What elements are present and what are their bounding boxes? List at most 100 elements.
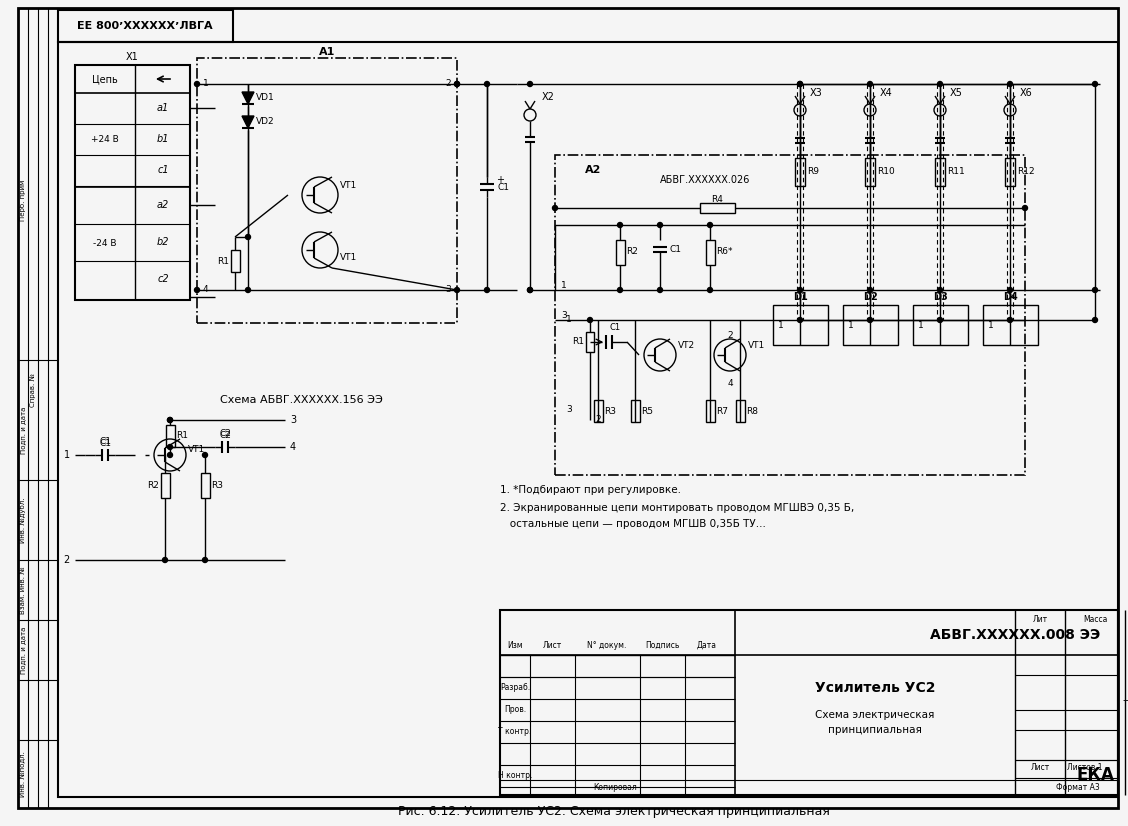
Text: 1: 1 (848, 320, 854, 330)
Bar (197, 58, 457, 323)
Text: 2: 2 (728, 330, 733, 339)
Text: R2: R2 (626, 248, 637, 257)
Circle shape (1093, 317, 1098, 322)
Text: Справ. №: Справ. № (29, 373, 36, 407)
Text: Подп. и дата: Подп. и дата (20, 406, 26, 453)
Bar (500, 610, 1118, 795)
Circle shape (553, 206, 557, 211)
Circle shape (588, 317, 592, 322)
Text: C1: C1 (497, 183, 509, 192)
Text: АБВГ.XXXXXX.026: АБВГ.XXXXXX.026 (660, 175, 750, 185)
Text: C1: C1 (99, 436, 111, 445)
Text: Лист: Лист (543, 640, 562, 649)
Text: VT1: VT1 (340, 254, 358, 263)
Text: c1: c1 (157, 165, 169, 175)
Text: 1: 1 (988, 320, 994, 330)
Text: Изм: Изм (508, 640, 522, 649)
Text: Лит: Лит (1032, 615, 1048, 624)
Text: Листов 1: Листов 1 (1067, 763, 1103, 772)
Text: 3: 3 (561, 311, 566, 320)
Text: X2: X2 (541, 92, 555, 102)
Circle shape (246, 235, 250, 240)
Bar (935, 158, 945, 186)
Text: ЕКА: ЕКА (1076, 766, 1114, 784)
Text: 1. *Подбирают при регулировке.: 1. *Подбирают при регулировке. (500, 485, 681, 495)
Bar (982, 305, 1038, 345)
Text: R2: R2 (147, 481, 159, 490)
Text: R8: R8 (746, 406, 758, 415)
Circle shape (867, 287, 872, 292)
Bar (58, 10, 233, 42)
Text: 1: 1 (64, 450, 70, 460)
Text: R1: R1 (572, 338, 584, 346)
Text: VT2: VT2 (678, 340, 695, 349)
Text: 2. Экранированные цепи монтировать проводом МГШВЭ 0,35 Б,: 2. Экранированные цепи монтировать прово… (500, 503, 854, 513)
Bar (631, 400, 640, 422)
Circle shape (167, 453, 173, 458)
Text: Т контр.: Т контр. (499, 728, 531, 737)
Text: 1: 1 (203, 79, 209, 88)
Circle shape (707, 222, 713, 227)
Circle shape (167, 444, 173, 449)
Text: VD2: VD2 (256, 117, 274, 126)
Text: R5: R5 (641, 406, 653, 415)
Text: Цепь: Цепь (92, 74, 117, 84)
Bar (795, 158, 805, 186)
Text: R3: R3 (211, 481, 223, 490)
Circle shape (455, 82, 459, 87)
Bar (74, 65, 190, 300)
Text: R1: R1 (217, 257, 229, 265)
Text: D4: D4 (1003, 292, 1017, 302)
Text: Разраб.: Разраб. (500, 683, 530, 692)
Circle shape (162, 558, 167, 563)
Text: b2: b2 (157, 237, 169, 247)
Circle shape (194, 287, 200, 292)
Circle shape (867, 82, 872, 87)
Text: +24 В: +24 В (91, 135, 118, 145)
Text: Схема АБВГ.XXXXXX.156 ЭЭ: Схема АБВГ.XXXXXX.156 ЭЭ (220, 395, 382, 405)
Text: Дата: Дата (697, 640, 717, 649)
Circle shape (937, 287, 943, 292)
Circle shape (167, 417, 173, 423)
Circle shape (1007, 317, 1013, 322)
Text: Н контр.: Н контр. (497, 771, 532, 781)
Circle shape (1007, 82, 1013, 87)
Text: 1: 1 (918, 320, 924, 330)
Bar (166, 425, 175, 447)
Text: N° докум.: N° докум. (588, 640, 627, 649)
Text: Усилитель УС2: Усилитель УС2 (814, 681, 935, 695)
Circle shape (485, 287, 490, 292)
Text: C2: C2 (219, 431, 231, 440)
Text: остальные цепи — проводом МГШВ 0,35Б ТУ...: остальные цепи — проводом МГШВ 0,35Б ТУ.… (500, 519, 766, 529)
Bar (1005, 158, 1015, 186)
Text: АБВГ.XXXXXX.008 ЭЭ: АБВГ.XXXXXX.008 ЭЭ (929, 628, 1100, 642)
Text: R7: R7 (716, 406, 728, 415)
Text: Схема электрическая: Схема электрическая (816, 710, 935, 720)
Text: A2: A2 (585, 165, 601, 175)
Circle shape (528, 287, 532, 292)
Text: 3: 3 (290, 415, 297, 425)
Text: R3: R3 (603, 406, 616, 415)
Text: VD1: VD1 (256, 93, 275, 102)
Text: 1: 1 (561, 281, 566, 289)
Circle shape (1093, 82, 1098, 87)
Text: –: – (1122, 695, 1128, 705)
Bar (706, 400, 715, 422)
Circle shape (617, 222, 623, 227)
Circle shape (658, 222, 662, 227)
Circle shape (658, 287, 662, 292)
Circle shape (797, 317, 802, 322)
Circle shape (797, 82, 802, 87)
Bar (865, 158, 875, 186)
Text: R1: R1 (176, 431, 188, 440)
Bar (231, 250, 240, 272)
Circle shape (1007, 287, 1013, 292)
Text: Рис. 6.12. Усилитель УС2. Схема электрическая принципиальная: Рис. 6.12. Усилитель УС2. Схема электрич… (398, 805, 830, 819)
Text: 1: 1 (778, 320, 784, 330)
Text: VT1: VT1 (188, 445, 205, 454)
Circle shape (937, 317, 943, 322)
Circle shape (485, 82, 490, 87)
Text: X6: X6 (1020, 88, 1033, 98)
Text: Лист: Лист (1030, 763, 1050, 772)
Text: a1: a1 (157, 103, 169, 113)
